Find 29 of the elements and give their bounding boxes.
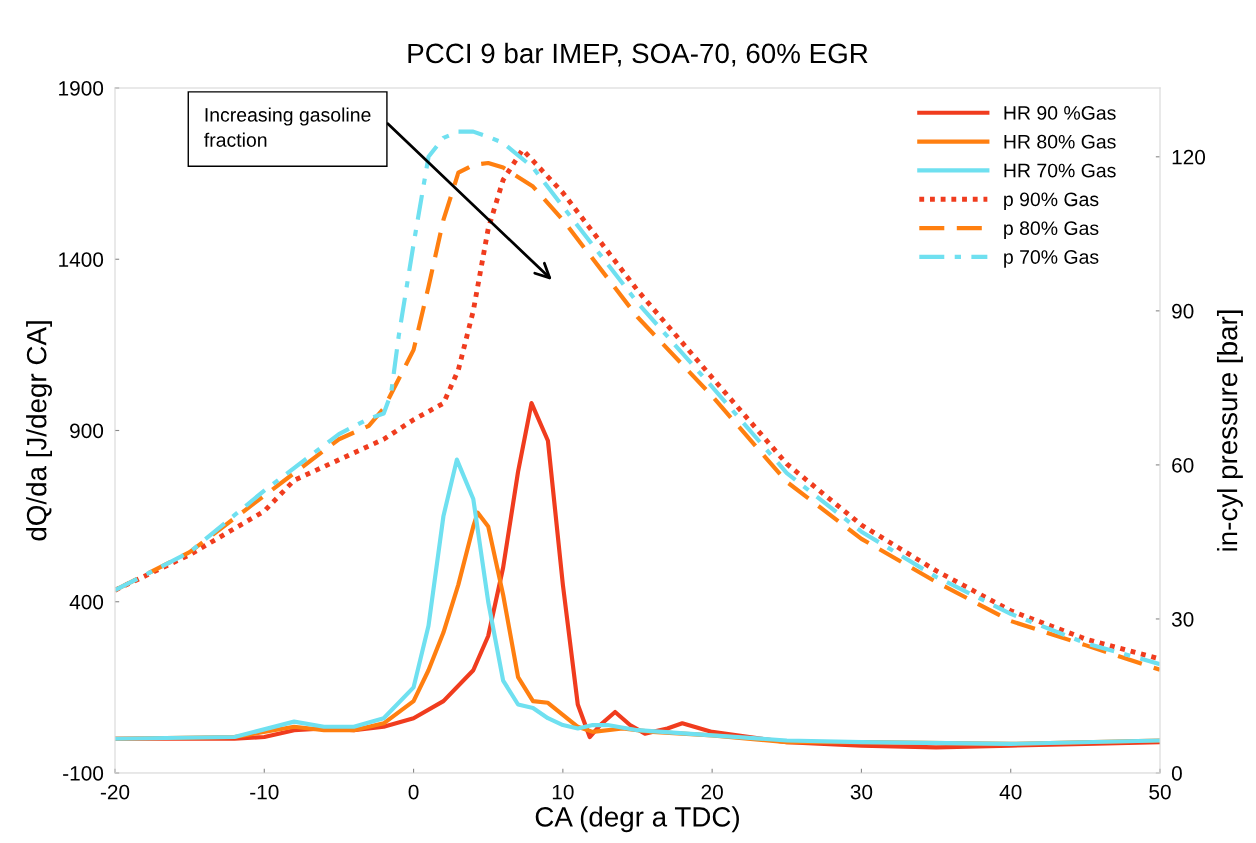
y-axis-title: dQ/da [J/degr CA] [26, 321, 52, 541]
y-tick-label: 900 [70, 423, 104, 439]
y-tick-label: 1400 [59, 252, 104, 267]
y2-tick-label: 0 [1171, 766, 1182, 781]
legend-label: HR 80% Gas [1004, 134, 1116, 149]
x-tick-label: 20 [701, 784, 723, 800]
chart-title: PCCI 9 bar IMEP, SOA-70, 60% EGR [408, 42, 868, 67]
legend-label: p 90% Gas [1004, 192, 1099, 211]
legend-label: HR 90 %Gas [1004, 106, 1116, 120]
y-tick-label: 1900 [59, 81, 104, 96]
legend-label: HR 70% Gas [1004, 163, 1116, 178]
x-tick-label: 10 [552, 784, 574, 800]
x-axis-title: CA (degr a TDC) [535, 806, 739, 833]
y2-tick-label: 30 [1171, 611, 1194, 627]
y2-tick-label: 120 [1172, 149, 1206, 165]
legend-label: p 80% Gas [1004, 221, 1099, 239]
y2-tick-label: 90 [1172, 303, 1194, 319]
x-tick-label: 30 [850, 784, 873, 800]
annotation: Increasing gasoline fraction [204, 107, 371, 147]
x-tick-label: -20 [100, 784, 130, 800]
y-tick-label: 400 [69, 594, 104, 610]
x-tick-label: -10 [250, 784, 279, 800]
y-tick-label: -100 [63, 766, 104, 781]
y2-axis-title: in-cyl pressure [bar] [1216, 310, 1243, 551]
x-tick-label: 50 [1149, 784, 1171, 800]
x-tick-label: 0 [408, 784, 419, 800]
x-tick-label: 40 [999, 784, 1022, 800]
legend-label: p 70% Gas [1004, 250, 1099, 268]
y2-tick-label: 60 [1172, 457, 1194, 473]
